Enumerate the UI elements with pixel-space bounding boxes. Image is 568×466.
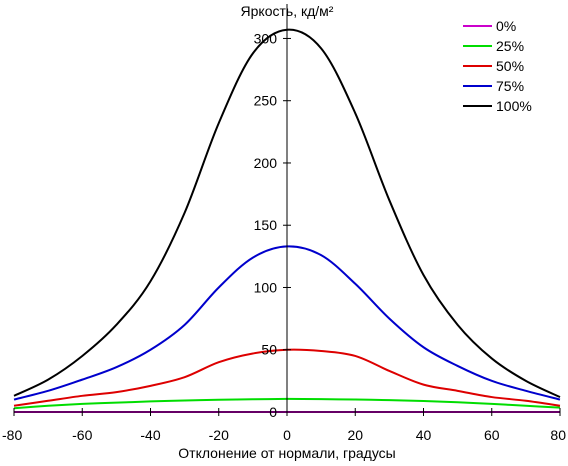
x-axis-label: Отклонение от нормали, градусы [178,445,395,461]
legend-label: 75% [496,78,524,94]
x-tick-label: 40 [416,427,432,443]
y-axis-label: Яркость, кд/м² [241,3,334,19]
y-tick-label: 200 [254,155,278,171]
y-tick-label: 50 [261,342,277,358]
x-tick-label: 80 [550,427,566,443]
y-tick-label: 0 [269,404,277,420]
x-tick-label: -80 [2,427,22,443]
y-tick-label: 150 [254,217,278,233]
legend: 0% 25% 50% 75% 100% [463,18,532,114]
x-tick-label: -40 [140,427,160,443]
y-tick-label: 250 [254,93,278,109]
x-tick-label: -20 [209,427,229,443]
x-tick-label: -60 [72,427,92,443]
x-tick-label: 60 [484,427,500,443]
y-tick-label: 100 [254,279,278,295]
legend-label: 50% [496,58,524,74]
legend-label: 100% [496,98,532,114]
legend-label: 25% [496,38,524,54]
x-tick-label: 20 [347,427,363,443]
legend-label: 0% [496,18,516,34]
y-tick-label: 300 [254,30,278,46]
x-tick-label: 0 [283,427,291,443]
ticks-layer: -80 -60 -40 -20 0 20 40 60 80 0 50 100 150 200 250 300 [2,30,566,443]
